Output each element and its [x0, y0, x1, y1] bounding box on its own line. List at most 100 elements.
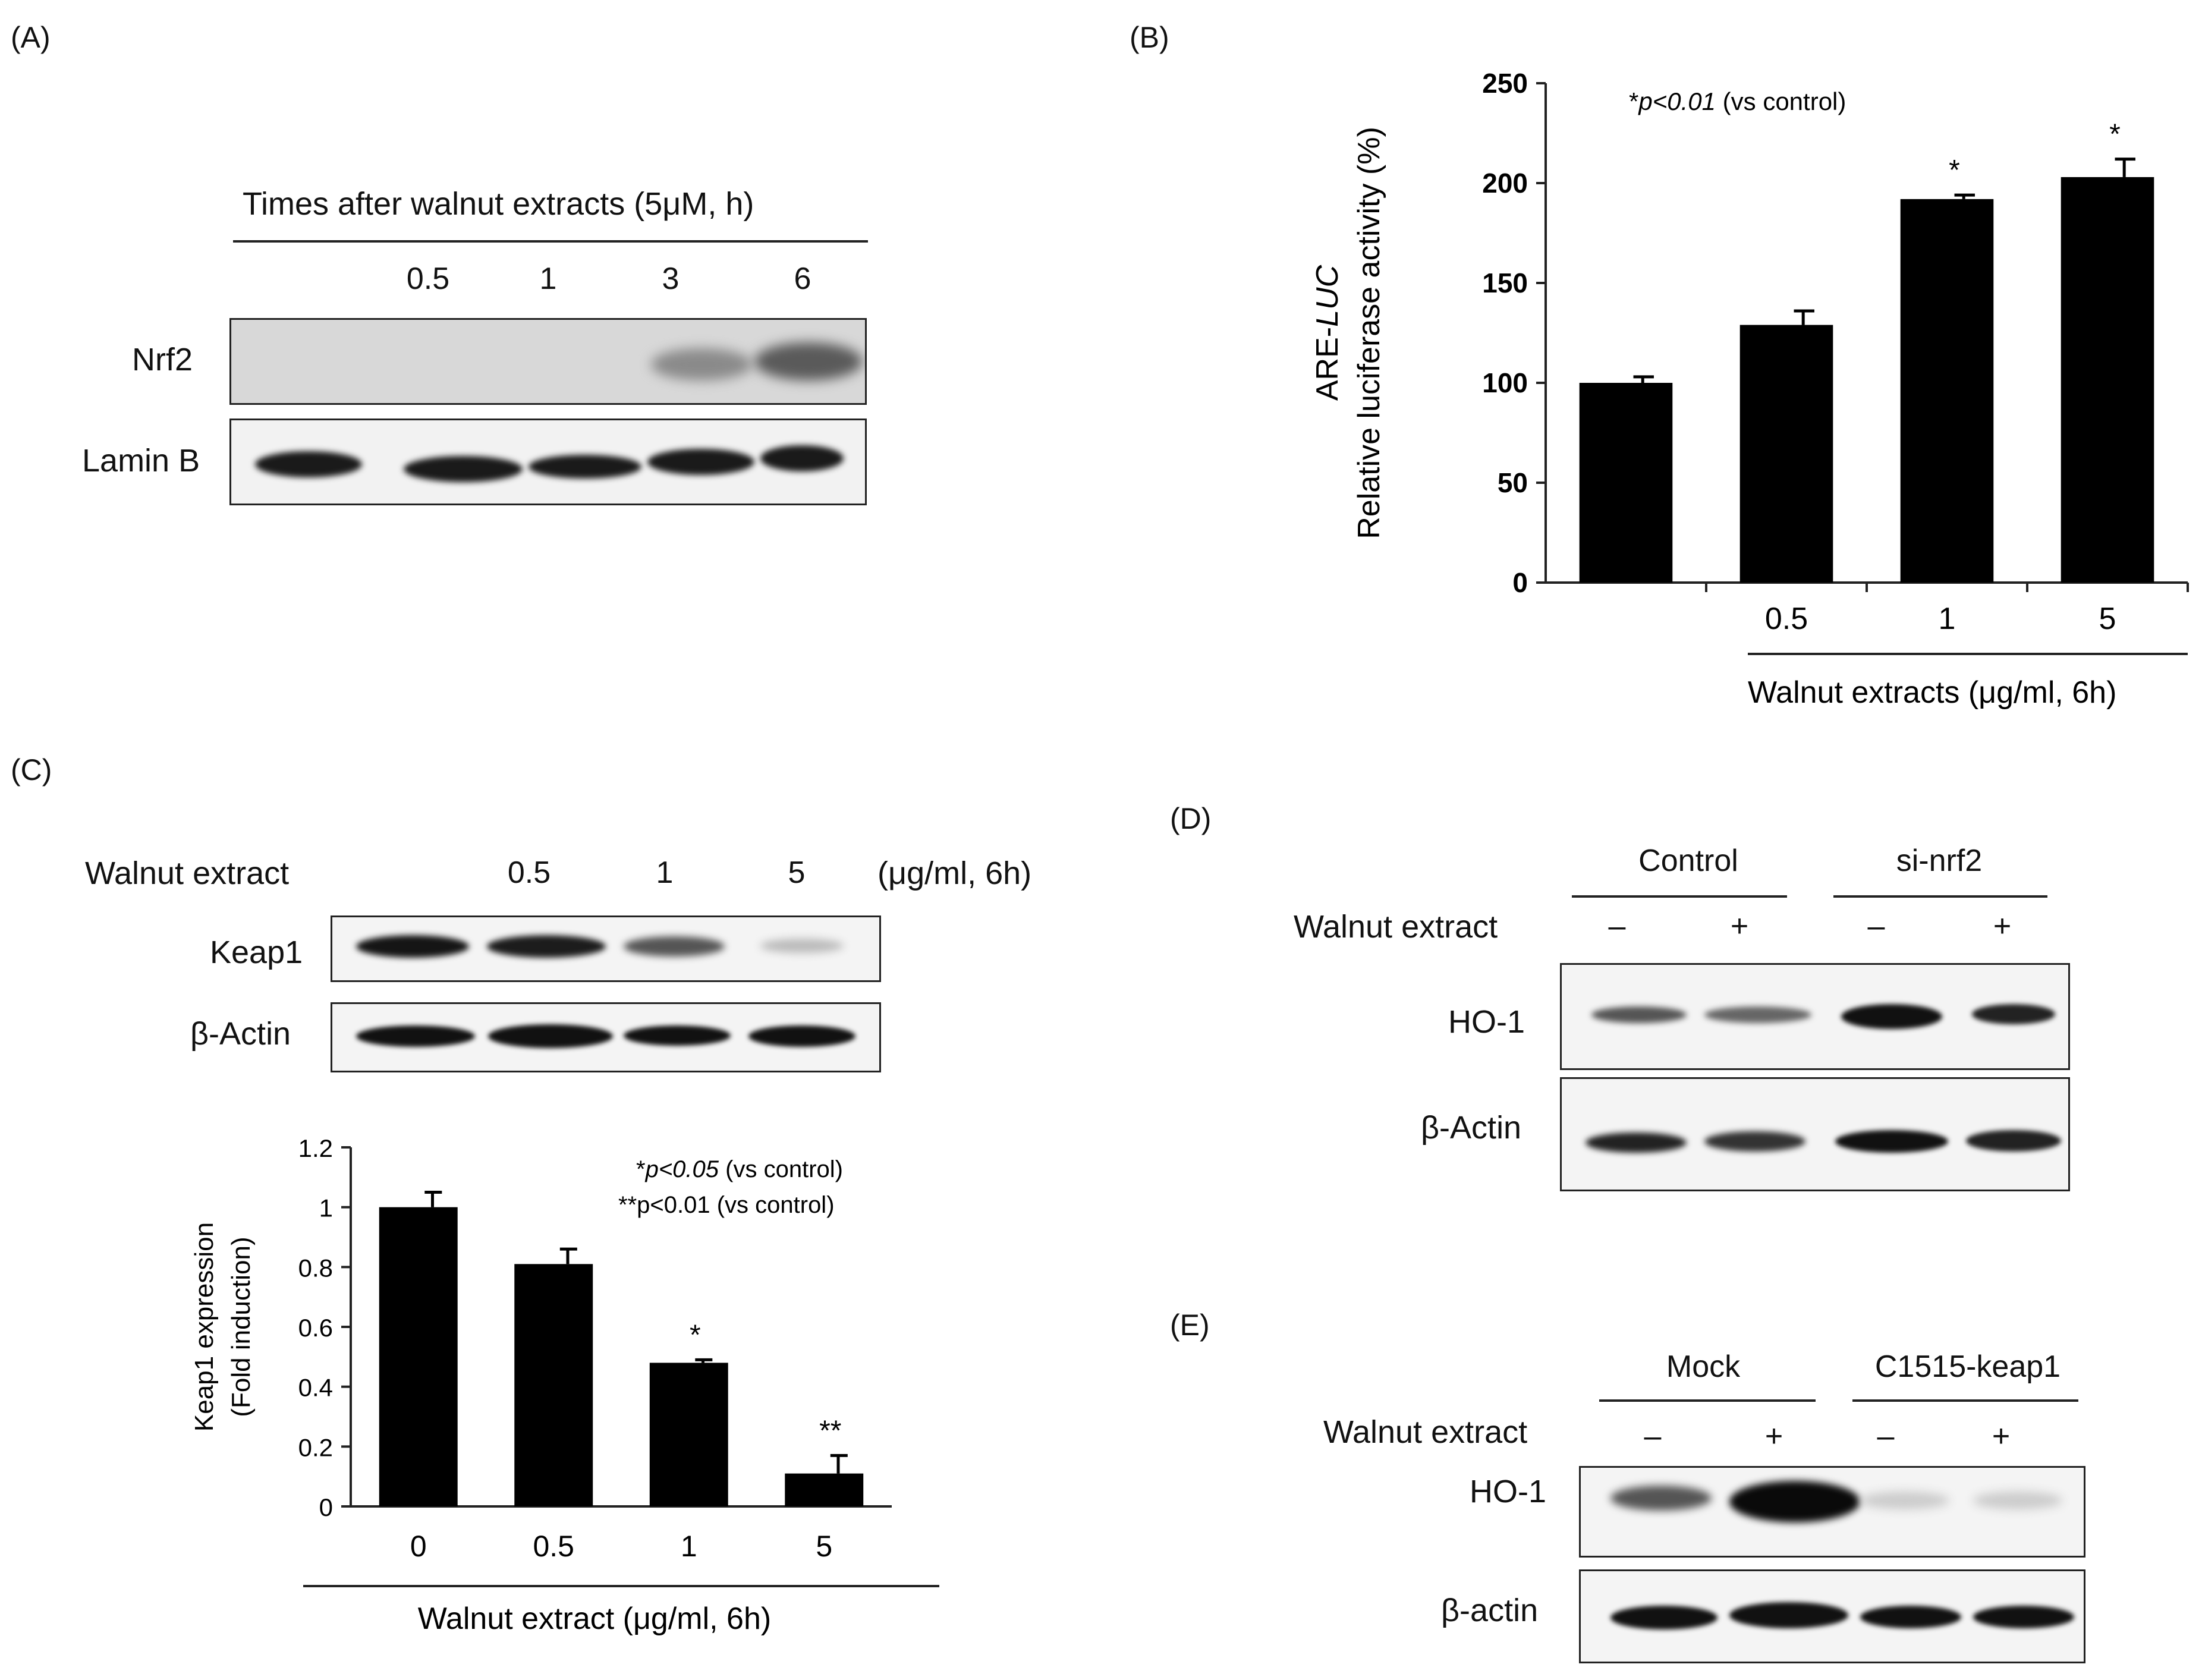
panel-a-header-rule [233, 240, 868, 243]
panel-e-row-header: Walnut extract [1323, 1414, 1528, 1450]
panel-d-label: (D) [1170, 802, 1212, 835]
ho1-e-band-4 [1973, 1492, 2062, 1509]
chart-b-significance: * [1949, 155, 1960, 186]
panel-c-lane-4: 5 [788, 855, 806, 890]
panel-a-label: (A) [11, 21, 51, 54]
chart-c-significance: ** [819, 1415, 841, 1446]
panel-e-blot-actin [1579, 1569, 2085, 1663]
chart-b-y-tick-label: 150 [1482, 268, 1528, 298]
panel-d-sign-1: – [1608, 909, 1626, 943]
panel-a-blot-nrf2 [229, 318, 867, 405]
chart-b-category-label: 0.5 [1765, 602, 1808, 636]
panel-b-label: (B) [1130, 21, 1169, 54]
panel-a-row-nrf2: Nrf2 [132, 342, 193, 377]
ho1-e-band-3 [1860, 1492, 1949, 1509]
nrf2-band-4 [754, 342, 863, 380]
actin-e-band-3 [1860, 1606, 1961, 1628]
actin-c-band-1 [356, 1025, 475, 1047]
panel-a-lane-3: 1 [539, 262, 557, 296]
keap1-band-2 [487, 935, 606, 958]
panel-d-blot-actin [1560, 1077, 2070, 1191]
panel-c-blot-actin [331, 1002, 881, 1072]
laminb-band-2 [404, 456, 523, 482]
chart-c-bar [514, 1264, 593, 1506]
panel-c-row-keap1: Keap1 [210, 935, 303, 970]
keap1-band-4 [760, 939, 844, 953]
chart-c-category-label: 5 [816, 1530, 832, 1563]
panel-e-group-mock: Mock [1666, 1349, 1741, 1384]
actin-d-band-2 [1704, 1131, 1805, 1152]
chart-c-y-tick-label: 1 [319, 1194, 333, 1222]
chart-b-category-label: 1 [1939, 602, 1956, 636]
panel-b-chart: 0 50 100 150 200 250 0.5 * 1 * 5 ARE-LUC Relative lu… [1310, 68, 2189, 710]
chart-c-y-tick-label: 1.2 [298, 1134, 333, 1162]
panel-a-header: Times after walnut extracts (5μM, h) [243, 186, 754, 222]
chart-b-significance: * [2109, 119, 2121, 150]
chart-c-category-label: 0 [410, 1530, 427, 1563]
chart-b-y-tick-label: 200 [1482, 168, 1528, 199]
chart-b-bar [1579, 383, 1673, 583]
panel-d-sinrf2-rule [1833, 895, 2047, 898]
chart-c-y-tick-label: 0.6 [298, 1314, 333, 1342]
chart-b-y-tick-label: 100 [1482, 367, 1528, 398]
ho1-e-band-2 [1729, 1481, 1860, 1522]
actin-e-band-2 [1729, 1602, 1848, 1628]
actin-e-band-1 [1610, 1606, 1717, 1629]
ho1-d-band-3 [1841, 1004, 1942, 1029]
ho1-e-band-1 [1610, 1486, 1712, 1511]
panel-a-row-laminb: Lamin B [82, 443, 200, 479]
chart-c-bar [379, 1207, 458, 1506]
panel-e-sign-1: – [1644, 1419, 1662, 1454]
panel-a-blot-laminb [229, 419, 867, 505]
actin-d-band-3 [1835, 1130, 1948, 1153]
panel-d-group-control: Control [1638, 844, 1738, 878]
keap1-band-1 [356, 935, 469, 958]
panel-a-lane-5: 6 [794, 262, 811, 296]
chart-b-bar [2061, 177, 2154, 583]
panel-e-label: (E) [1170, 1308, 1210, 1342]
panel-c-lane-2: 0.5 [507, 855, 551, 890]
chart-c-bar [649, 1363, 728, 1506]
panel-a-lane-2: 0.5 [406, 262, 450, 296]
panel-e-group-c1515: C1515-keap1 [1874, 1349, 2061, 1384]
actin-c-band-3 [624, 1025, 731, 1046]
panel-c-row-header: Walnut extract [85, 855, 290, 891]
laminb-band-1 [255, 451, 362, 477]
chart-c-bar [785, 1473, 864, 1506]
panel-e-sign-2: + [1764, 1419, 1783, 1454]
chart-b-bar [1739, 325, 1833, 583]
keap1-band-3 [624, 936, 725, 957]
panel-d-control-rule [1572, 895, 1787, 898]
actin-d-band-1 [1586, 1132, 1687, 1153]
chart-c-y-tick-label: 0 [319, 1493, 333, 1521]
panel-d-sign-3: – [1867, 909, 1885, 943]
chart-c-significance: * [690, 1319, 701, 1351]
laminb-band-4 [647, 449, 754, 475]
panel-e-blot-ho1 [1579, 1466, 2085, 1558]
panel-d-group-sinrf2: si-nrf2 [1896, 844, 1983, 878]
chart-c-y-tick-label: 0.8 [298, 1254, 333, 1282]
chart-c-annotation-2: **p<0.01 (vs control) [618, 1192, 835, 1218]
chart-b-y-tick-label: 250 [1482, 68, 1528, 99]
panel-c-lane-3: 1 [656, 855, 674, 890]
panel-d-row-ho1: HO-1 [1448, 1004, 1525, 1040]
actin-c-band-2 [488, 1024, 613, 1048]
chart-c-ylabel: Keap1 expression [190, 1222, 219, 1432]
actin-d-band-4 [1966, 1130, 2061, 1152]
ho1-d-band-1 [1591, 1006, 1687, 1023]
actin-c-band-4 [748, 1025, 855, 1047]
chart-b-annotation: *p<0.01 (vs control) [1629, 87, 1846, 115]
panel-e-c1515-rule [1852, 1399, 2078, 1402]
chart-c-xlabel: Walnut extract (μg/ml, 6h) [418, 1602, 771, 1636]
laminb-band-3 [529, 455, 641, 479]
chart-b-bar [1900, 199, 1994, 583]
panel-d-row-actin: β-Actin [1421, 1110, 1522, 1146]
nrf2-band-3 [651, 348, 752, 380]
chart-c-y-tick-label: 0.4 [298, 1374, 333, 1402]
actin-e-band-4 [1973, 1606, 2074, 1628]
panel-e-row-ho1: HO-1 [1470, 1474, 1547, 1509]
chart-b-xlabel: Walnut extracts (μg/ml, 6h) [1748, 675, 2116, 710]
chart-b-y-tick-label: 0 [1512, 567, 1528, 598]
chart-b-ylabel-are-luc: ARE-LUC [1310, 265, 1345, 401]
ho1-d-band-4 [1972, 1004, 2055, 1024]
